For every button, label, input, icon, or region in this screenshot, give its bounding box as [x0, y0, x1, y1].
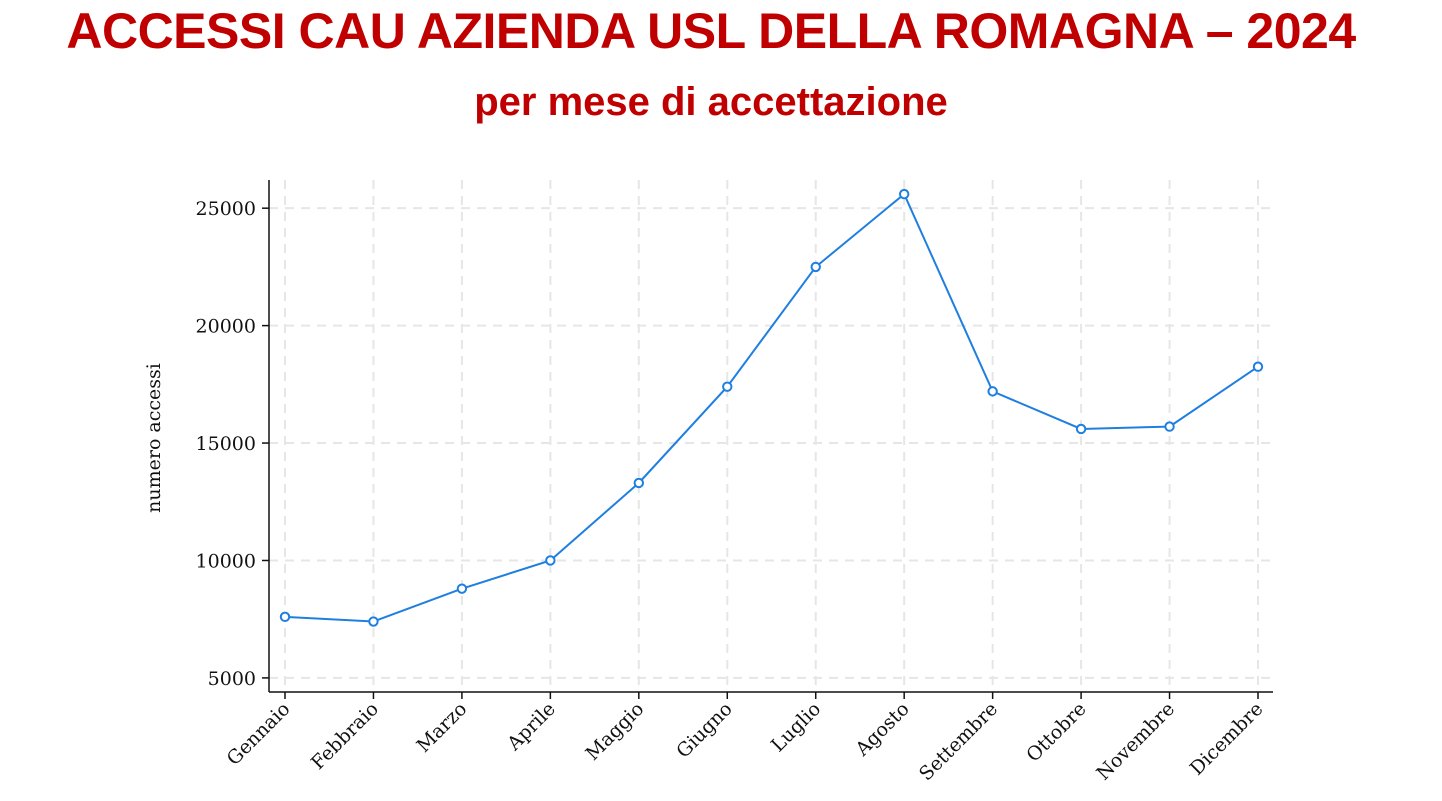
y-tick-label: 20000 — [196, 316, 256, 338]
labels-layer: 5000 10000 15000 20000 25000 Gennaio Febbraio M… — [143, 198, 1268, 785]
x-tick-label: Settembre — [915, 698, 1002, 785]
x-tick-label: Aprile — [502, 698, 560, 756]
data-point — [987, 386, 998, 397]
x-tick-label: Giugno — [672, 698, 737, 763]
x-tick-label: Novembre — [1092, 698, 1179, 785]
y-tick-label: 10000 — [196, 550, 256, 572]
x-tick-label: Ottobre — [1022, 698, 1090, 766]
y-axis-title: numero accessi — [143, 363, 165, 513]
y-tick-label: 25000 — [196, 198, 256, 220]
data-point — [1075, 423, 1087, 435]
data-point — [810, 261, 821, 273]
y-tick-label: 15000 — [196, 433, 256, 455]
data-point — [898, 188, 910, 200]
x-tick-label: Agosto — [851, 698, 914, 761]
x-tick-label: Gennaio — [223, 698, 295, 770]
x-tick-label: Marzo — [413, 698, 472, 757]
data-point — [633, 477, 645, 489]
axes-layer — [262, 180, 1273, 699]
data-point — [279, 611, 291, 623]
data-point — [722, 381, 733, 392]
data-point — [368, 616, 379, 627]
x-tick-label: Maggio — [581, 698, 648, 765]
page-subtitle: per mese di accettazione — [474, 80, 948, 124]
x-tick-label: Luglio — [767, 698, 825, 756]
y-tick-label: 5000 — [208, 668, 256, 690]
data-point — [545, 555, 556, 566]
x-tick-label: Febbraio — [307, 698, 383, 774]
page-title: ACCESSI CAU AZIENDA USL DELLA ROMAGNA – … — [66, 3, 1356, 59]
data-point — [1252, 361, 1264, 372]
series-line — [284, 192, 1259, 623]
x-tick-label: Dicembre — [1186, 698, 1268, 780]
grid-layer — [269, 180, 1273, 692]
series-layer — [279, 188, 1264, 627]
data-point — [456, 583, 468, 594]
data-point — [1164, 421, 1175, 432]
